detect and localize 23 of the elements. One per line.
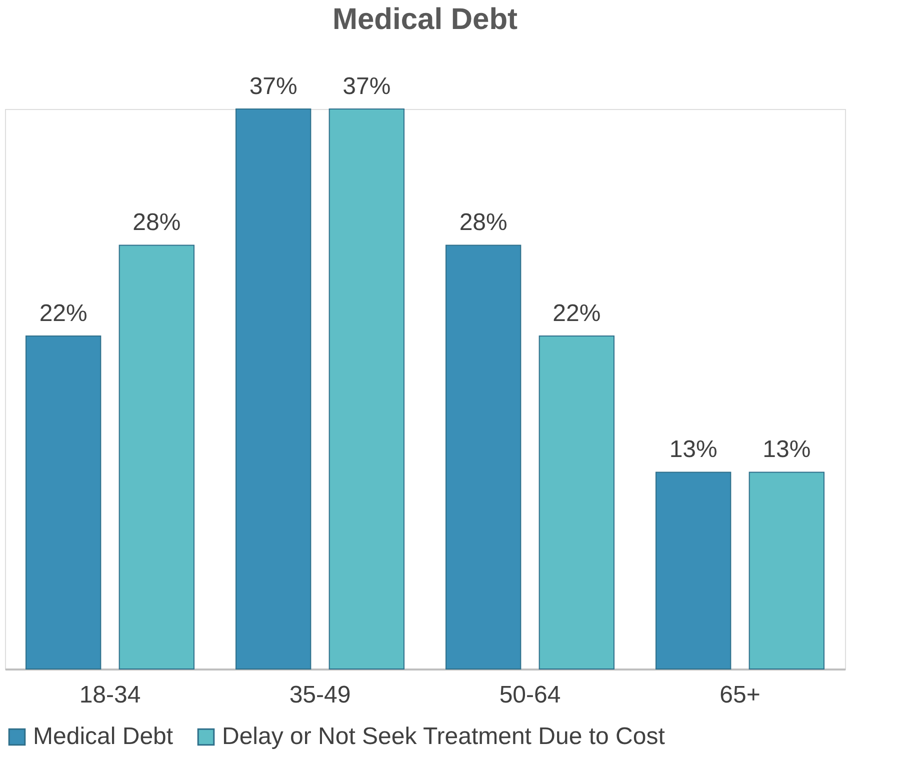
data-label: 13% bbox=[762, 436, 811, 464]
legend-label: Medical Debt bbox=[33, 723, 174, 750]
x-tick-label: 18-34 bbox=[79, 682, 141, 708]
x-tick-label: 35-49 bbox=[289, 682, 351, 708]
bar bbox=[656, 472, 732, 670]
bar bbox=[748, 472, 824, 670]
bar bbox=[118, 244, 194, 670]
data-label: 22% bbox=[39, 300, 88, 328]
data-label: 28% bbox=[459, 209, 508, 236]
chart-title: Medical Debt bbox=[332, 3, 518, 36]
data-label: 37% bbox=[249, 73, 298, 100]
data-label: 37% bbox=[342, 73, 391, 100]
bar bbox=[538, 336, 614, 670]
bar bbox=[26, 336, 102, 670]
x-tick-label: 65+ bbox=[720, 682, 760, 708]
bar bbox=[328, 108, 404, 670]
bar bbox=[236, 108, 312, 670]
legend-label: Delay or Not Seek Treatment Due to Cost bbox=[222, 723, 666, 750]
data-label: 22% bbox=[552, 300, 601, 328]
data-label: 28% bbox=[132, 209, 181, 236]
bar bbox=[446, 244, 522, 670]
data-label: 13% bbox=[669, 436, 718, 464]
x-tick-label: 50-64 bbox=[499, 682, 561, 708]
